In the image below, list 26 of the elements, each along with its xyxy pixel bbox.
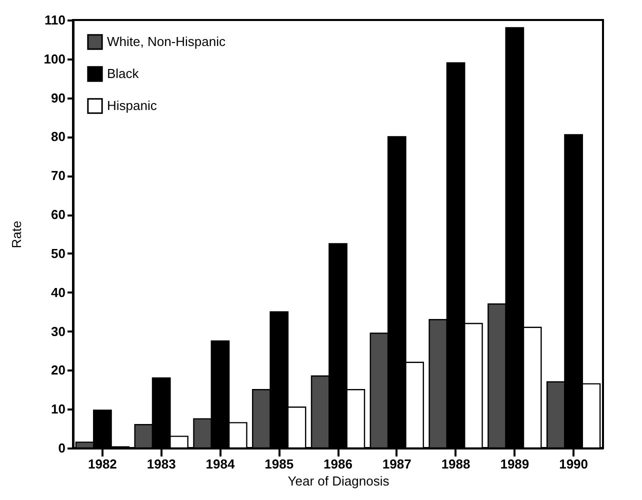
y-tick-label: 90 xyxy=(51,90,66,106)
x-tick-label: 1982 xyxy=(88,456,117,472)
x-tick-label: 1983 xyxy=(146,456,176,472)
y-tick-label: 0 xyxy=(58,440,66,456)
legend-label: White, Non-Hispanic xyxy=(107,34,226,49)
x-tick-label: 1987 xyxy=(382,456,412,472)
x-tick-label: 1984 xyxy=(206,456,236,472)
y-tick-label: 20 xyxy=(51,362,66,378)
legend-label: Hispanic xyxy=(107,98,158,113)
y-tick-label: 50 xyxy=(51,246,66,261)
y-tick-label: 110 xyxy=(44,12,66,28)
y-tick-label: 60 xyxy=(51,207,66,222)
y-tick-label: 40 xyxy=(51,284,66,300)
y-axis-title: Rate xyxy=(8,220,24,248)
y-tick-label: 10 xyxy=(51,402,66,417)
x-tick-label: 1985 xyxy=(264,456,294,472)
x-tick-label: 1988 xyxy=(441,456,470,472)
y-tick-label: 30 xyxy=(51,324,66,339)
legend-label: Black xyxy=(107,66,140,81)
y-tick-label: 80 xyxy=(51,129,66,144)
y-tick-label: 100 xyxy=(44,51,66,66)
x-tick-label: 1989 xyxy=(500,456,530,472)
x-tick-label: 1986 xyxy=(324,456,352,472)
x-axis-title: Year of Diagnosis xyxy=(288,474,390,488)
x-tick-label: 1990 xyxy=(559,456,588,472)
y-tick-label: 70 xyxy=(51,168,66,184)
